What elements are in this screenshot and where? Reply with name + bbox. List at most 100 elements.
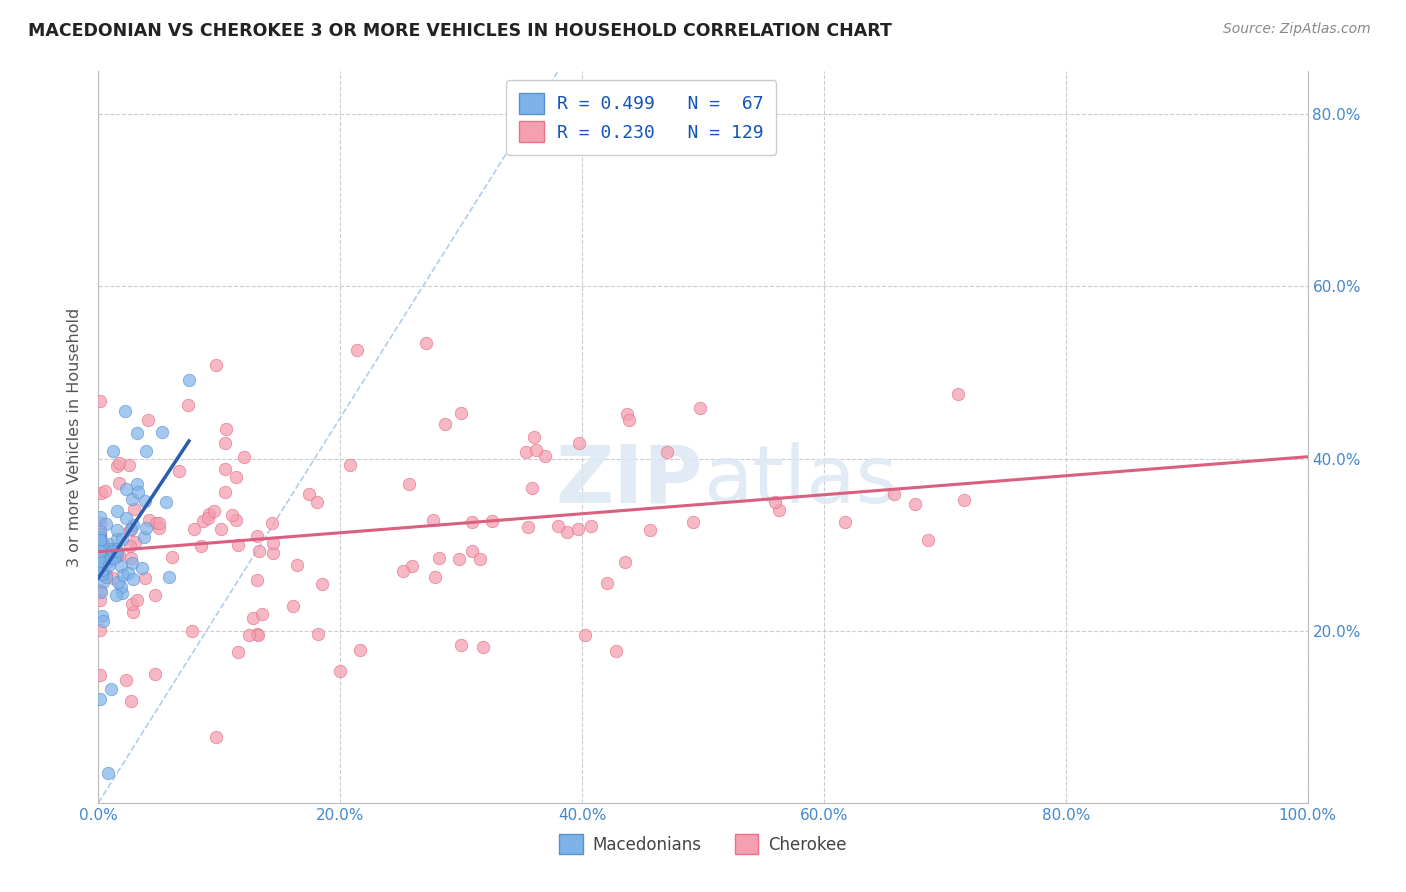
Point	[91, 563, 114, 577]
Point	[89, 524, 111, 539]
Point	[107, 475, 129, 490]
Point	[122, 572, 145, 586]
Point	[98, 554, 121, 568]
Point	[89, 509, 111, 524]
Point	[307, 627, 329, 641]
Point	[311, 577, 333, 591]
Point	[122, 501, 145, 516]
Point	[349, 643, 371, 657]
Point	[105, 532, 128, 546]
Point	[127, 477, 149, 491]
Point	[98, 558, 121, 572]
Point	[108, 456, 131, 470]
Point	[96, 567, 118, 582]
Point	[233, 450, 256, 464]
Point	[619, 413, 641, 427]
Point	[515, 445, 537, 459]
Point	[450, 406, 472, 420]
Point	[225, 513, 247, 527]
Point	[118, 458, 141, 472]
Point	[948, 387, 970, 401]
Legend: Macedonians, Cherokee: Macedonians, Cherokee	[553, 828, 853, 860]
Point	[450, 638, 472, 652]
Point	[136, 413, 159, 427]
Point	[131, 561, 153, 575]
Text: Source: ZipAtlas.com: Source: ZipAtlas.com	[1223, 22, 1371, 37]
Point	[177, 373, 200, 387]
Point	[461, 544, 484, 558]
Point	[91, 538, 114, 552]
Point	[105, 504, 128, 518]
Point	[281, 599, 304, 613]
Point	[157, 570, 180, 584]
Point	[567, 522, 589, 536]
Point	[339, 458, 361, 472]
Point	[305, 495, 328, 509]
Point	[148, 516, 170, 531]
Point	[89, 394, 111, 409]
Point	[90, 564, 112, 578]
Point	[117, 566, 139, 580]
Point	[298, 487, 321, 501]
Point	[523, 430, 546, 444]
Point	[94, 551, 117, 566]
Point	[89, 533, 111, 547]
Point	[392, 564, 415, 578]
Point	[177, 398, 200, 412]
Point	[605, 643, 627, 657]
Point	[110, 580, 132, 594]
Point	[524, 442, 547, 457]
Point	[120, 694, 142, 708]
Point	[89, 531, 111, 545]
Point	[115, 673, 138, 688]
Point	[120, 550, 142, 565]
Point	[120, 539, 142, 553]
Point	[155, 495, 177, 509]
Point	[91, 566, 114, 581]
Point	[468, 551, 491, 566]
Point	[89, 543, 111, 558]
Point	[215, 422, 238, 436]
Point	[89, 593, 111, 607]
Point	[145, 516, 167, 530]
Point	[401, 559, 423, 574]
Point	[763, 495, 786, 509]
Point	[121, 597, 143, 611]
Point	[105, 458, 128, 473]
Point	[110, 558, 132, 573]
Point	[883, 487, 905, 501]
Point	[101, 443, 124, 458]
Point	[616, 408, 638, 422]
Point	[768, 503, 790, 517]
Point	[89, 527, 111, 541]
Point	[105, 549, 128, 564]
Point	[134, 571, 156, 585]
Y-axis label: 3 or more Vehicles in Household: 3 or more Vehicles in Household	[67, 308, 83, 566]
Point	[89, 537, 111, 551]
Point	[191, 514, 214, 528]
Point	[517, 520, 540, 534]
Point	[252, 607, 274, 621]
Point	[247, 543, 270, 558]
Point	[118, 523, 141, 537]
Point	[98, 542, 121, 557]
Point	[148, 521, 170, 535]
Point	[122, 518, 145, 533]
Point	[242, 611, 264, 625]
Point	[90, 565, 112, 579]
Text: atlas: atlas	[703, 442, 897, 520]
Point	[108, 549, 131, 563]
Point	[574, 628, 596, 642]
Point	[90, 548, 112, 562]
Point	[595, 575, 617, 590]
Point	[125, 593, 148, 607]
Point	[568, 435, 591, 450]
Point	[138, 513, 160, 527]
Point	[246, 529, 269, 543]
Text: MACEDONIAN VS CHEROKEE 3 OR MORE VEHICLES IN HOUSEHOLD CORRELATION CHART: MACEDONIAN VS CHEROKEE 3 OR MORE VEHICLE…	[28, 22, 891, 40]
Point	[555, 525, 578, 540]
Point	[202, 504, 225, 518]
Point	[204, 358, 226, 372]
Point	[904, 497, 927, 511]
Point	[143, 589, 166, 603]
